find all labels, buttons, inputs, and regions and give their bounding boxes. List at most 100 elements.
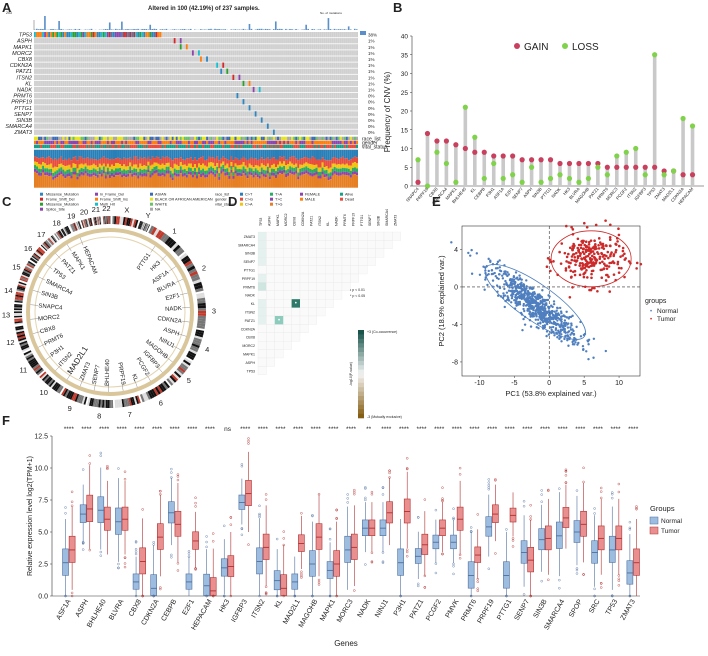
oncoplot-mutation-cell [97,32,99,37]
oncoplot-titv-segment [75,168,77,172]
oncoplot-track-cell [293,137,295,141]
oncoplot-topbar [326,29,328,30]
cnv-loss-point [548,176,553,181]
oncoplot-titv-segment [342,168,344,172]
cnv-stem [473,137,477,186]
oncoplot-track-cell [46,137,48,141]
oncoplot-titv-segment [348,150,350,160]
oncoplot-titv-segment [194,172,196,175]
oncoplot-titv-segment [330,176,332,179]
oncoplot-track-cell [125,137,127,141]
oncoplot-percent: 0% [368,130,375,135]
oncoplot-mutation-cell [95,32,97,37]
oncoplot-track-cell [77,145,79,149]
oncoplot-track-cell [255,137,257,141]
oncoplot-titv-segment [332,173,334,176]
oncoplot-titv-segment [113,174,115,177]
oncoplot-titv-segment [121,177,123,187]
oncoplot-mutation-cell [77,32,79,37]
oncoplot-track-cell [46,145,48,149]
oncoplot-titv-segment [305,157,307,162]
oncoplot-track-cell [64,137,66,141]
oncoplot-titv-segment [68,169,70,173]
cnv-category-label: NADK [550,186,562,198]
cnv-gain-point [491,153,496,158]
oncoplot-track-cell [232,137,234,141]
oncoplot-titv-segment [151,173,153,176]
oncoplot-titv-segment [251,175,253,187]
oncoplot-titv-segment [170,167,172,171]
oncoplot-track-cell [350,145,352,149]
oncoplot-titv-segment [129,170,131,173]
oncoplot-track-cell [328,137,330,141]
oncoplot-titv-segment [158,173,160,176]
oncoplot-track-cell [328,141,330,145]
oncoplot-titv-segment [352,158,354,163]
cnv-ytick-label: 0 [404,184,408,191]
oncoplot-track-cell [56,141,58,145]
oncoplot-titv-segment [328,180,330,188]
oncoplot-titv-segment [344,150,346,159]
oncoplot-topbar [344,29,346,30]
cnv-loss-point [652,52,657,57]
circos-chr-label: 22 [102,204,110,213]
oncoplot-titv-segment [332,169,334,173]
cnv-gain-point [453,142,458,147]
oncoplot-titv-segment [178,150,180,159]
oncoplot-track-cell [281,145,283,149]
oncoplot-titv-segment [338,172,340,175]
oncoplot-track-cell [200,137,202,141]
oncoplot-track-cell [279,137,281,141]
oncoplot-titv-segment [204,178,206,188]
oncoplot-titv-segment [285,174,287,177]
oncoplot-titv-segment [117,175,119,187]
oncoplot-titv-segment [237,169,239,173]
oncoplot-titv-segment [299,150,301,159]
oncoplot-topbar [137,29,139,30]
oncoplot-titv-segment [279,166,281,170]
oncoplot-gene-label: PTTG1 [14,106,32,112]
cnv-gain-point [680,172,685,177]
oncoplot-topbar [58,21,60,30]
oncoplot-track-cell [46,141,48,145]
oncoplot-topbar [305,25,307,30]
oncoplot-titv-segment [44,150,46,159]
oncoplot-titv-segment [162,163,164,168]
oncoplot-titv-segment [326,166,328,170]
oncoplot-track-cell [48,137,50,141]
oncoplot-mutation-cell [249,105,251,110]
oncoplot-titv-segment [40,173,42,176]
oncoplot-topbar [230,29,232,30]
oncoplot-titv-segment [354,162,356,167]
oncoplot-titv-segment [162,168,164,172]
oncoplot-topbar [131,29,133,30]
oncoplot-track-cell [239,137,241,141]
oncoplot-track-cell [326,137,328,141]
oncoplot-track-cell [62,137,64,141]
oncoplot-titv-segment [214,174,216,177]
oncoplot-titv-segment [85,170,87,173]
cnv-gain-point [643,165,648,170]
oncoplot-track-cell [42,137,44,141]
oncoplot-titv-segment [328,177,330,180]
oncoplot-track-cell [287,141,289,145]
oncoplot-track-cell [168,145,170,149]
oncoplot-track-cell [206,137,208,141]
oncoplot-titv-segment [172,168,174,173]
oncoplot-titv-segment [224,173,226,176]
oncoplot-titv-segment [184,176,186,188]
oncoplot-track-cell [289,141,291,145]
oncoplot-mutation-cell [66,32,68,37]
oncoplot-track-cell [293,141,295,145]
oncoplot-track-cell [255,141,257,145]
oncoplot-track-cell [332,137,334,141]
oncoplot-track-cell [222,145,224,149]
oncoplot-track-cell [279,145,281,149]
oncoplot-titv-segment [117,168,119,172]
oncoplot-track-cell [99,145,101,149]
oncoplot-titv-segment [291,171,293,174]
oncoplot-track-cell [143,141,145,145]
oncoplot-titv-segment [101,174,103,177]
oncoplot-titv-segment [62,170,64,174]
cnv-loss-point [680,116,685,121]
